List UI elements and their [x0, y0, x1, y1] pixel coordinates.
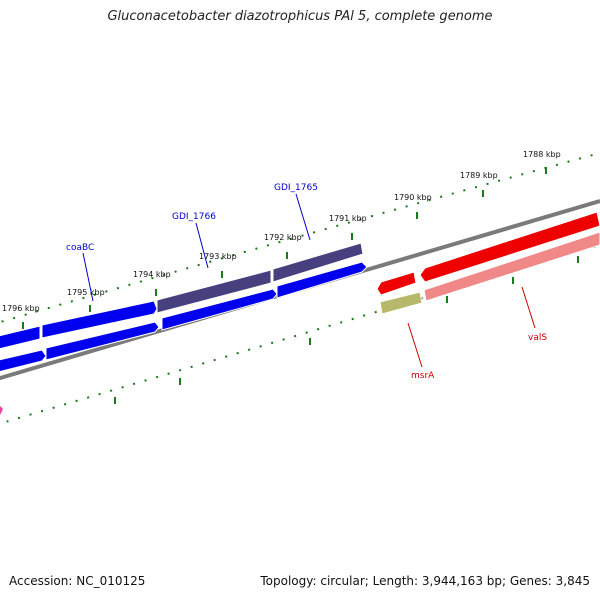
gene-arrow[interactable]: [0, 349, 47, 374]
tick-label: 1788 kbp: [523, 150, 561, 159]
tick-label: 1789 kbp: [460, 171, 498, 180]
kbp-tick-labels: 1796 kbp 1795 kbp 1794 kbp 1793 kbp 1792…: [2, 150, 561, 313]
tick-label: 1796 kbp: [2, 304, 40, 313]
gene-arrow-valS[interactable]: [419, 211, 600, 283]
olive-feature[interactable]: [379, 291, 423, 315]
gene-arrow-GDI_1765[interactable]: [272, 242, 364, 283]
gene-arrow[interactable]: [161, 288, 278, 331]
forward-features-inner: [0, 261, 368, 374]
gene-arrow-msrA[interactable]: [376, 271, 417, 296]
pink-feature[interactable]: [0, 404, 3, 419]
gene-arrow-coaBC[interactable]: [0, 325, 41, 351]
tick-label: 1794 kbp: [133, 270, 171, 279]
tick-label: 1795 kbp: [67, 288, 105, 297]
reverse-features: [0, 211, 600, 419]
gene-arrow[interactable]: [276, 261, 368, 299]
gene-label-coaBC: coaBC: [66, 243, 94, 253]
tick-label: 1792 kbp: [264, 233, 302, 242]
gene-labels: coaBC GDI_1766 GDI_1765 msrA valS: [66, 183, 547, 381]
kbp-tick-marks: [22, 167, 579, 404]
gene-label-GDI_1766: GDI_1766: [172, 212, 216, 222]
forward-features-outer: [0, 242, 364, 351]
tick-label: 1793 kbp: [199, 252, 237, 261]
tick-label: 1791 kbp: [329, 214, 367, 223]
accession-text: Accession: NC_010125: [9, 574, 146, 588]
gene-arrow[interactable]: [41, 300, 158, 339]
gene-arrow-valS-light[interactable]: [423, 231, 600, 302]
gene-arrow[interactable]: [45, 321, 160, 361]
gene-label-GDI_1765: GDI_1765: [274, 183, 318, 193]
map-title: Gluconacetobacter diazotrophicus PAl 5, …: [107, 9, 493, 24]
tick-label: 1790 kbp: [394, 193, 432, 202]
gene-arrow-GDI_1766[interactable]: [156, 269, 272, 314]
gene-label-valS: valS: [528, 333, 547, 343]
label-leader-lines: [82, 193, 536, 368]
gene-label-msrA: msrA: [411, 371, 435, 381]
topology-text: Topology: circular; Length: 3,944,163 bp…: [260, 574, 590, 588]
